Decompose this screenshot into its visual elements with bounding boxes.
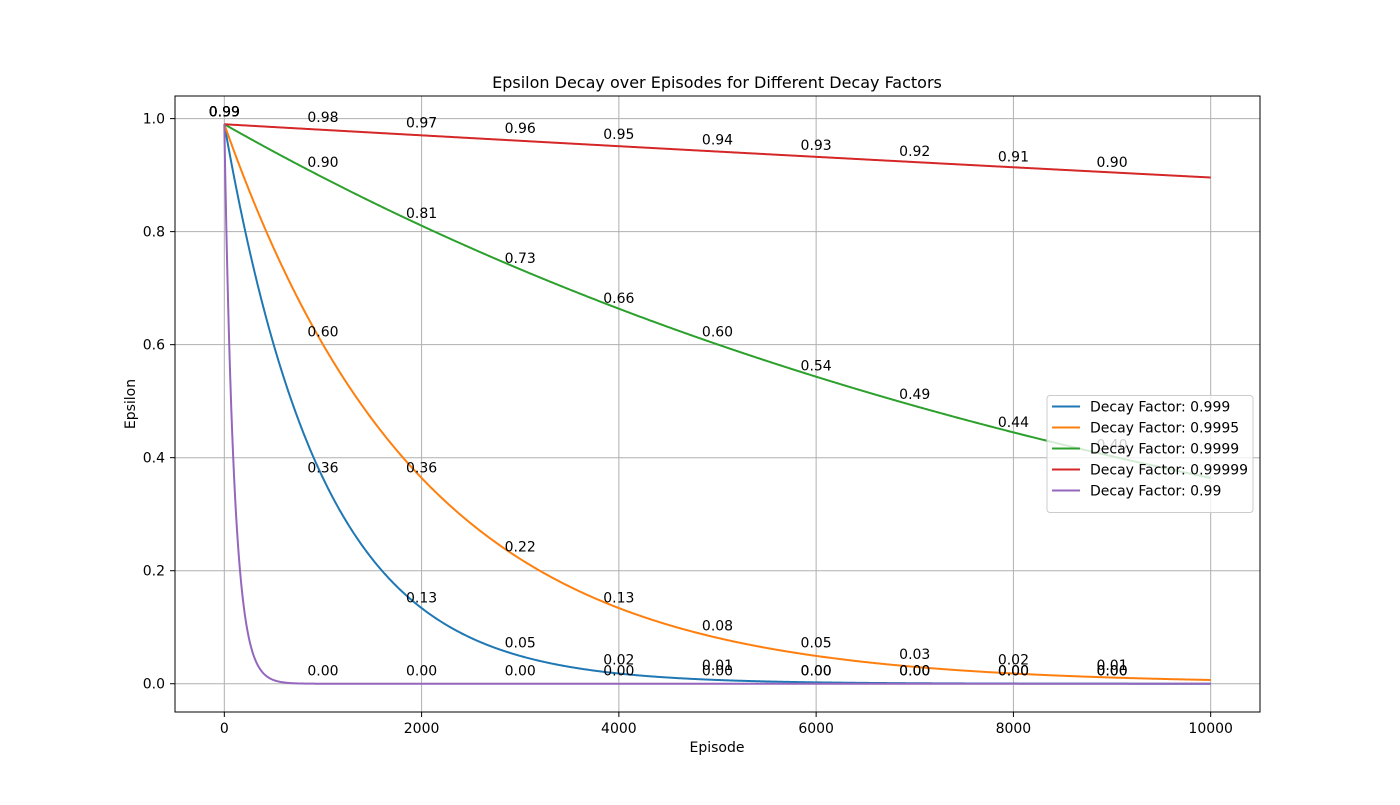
y-tick-label: 0.6 [143, 338, 165, 354]
data-label: 0.00 [702, 664, 733, 680]
data-label: 0.00 [801, 664, 832, 680]
data-label: 0.00 [505, 664, 536, 680]
data-label: 0.54 [801, 359, 832, 375]
legend-label-4: Decay Factor: 0.99 [1090, 484, 1221, 500]
data-label: 0.90 [307, 155, 338, 171]
x-tick-label: 6000 [798, 721, 834, 737]
data-label: 0.01 [1096, 658, 1127, 674]
data-label: 0.01 [702, 658, 733, 674]
x-tick-label: 0 [220, 721, 229, 737]
x-axis-ticks: 0 2000 4000 6000 8000 10000 [220, 712, 1233, 737]
data-label: 0.00 [603, 664, 634, 680]
data-label: 0.08 [702, 619, 733, 635]
data-label: 0.44 [998, 415, 1029, 431]
data-label: 0.00 [307, 664, 338, 680]
data-label: 0.02 [603, 652, 634, 668]
series-line-1 [223, 123, 1211, 681]
series-line-3 [224, 123, 1211, 179]
data-label: 0.36 [307, 460, 338, 476]
data-label: 0.97 [406, 116, 437, 132]
data-label: 0.13 [603, 590, 634, 606]
series-line-2 [223, 123, 1211, 479]
data-label: 0.00 [899, 664, 930, 680]
data-label: 0.66 [603, 291, 634, 307]
legend: Decay Factor: 0.999 Decay Factor: 0.9995 D… [1046, 395, 1254, 513]
data-label: 0.93 [801, 138, 832, 154]
data-label: 0.22 [505, 539, 536, 555]
data-label: 0.81 [406, 206, 437, 222]
data-label: 0.95 [603, 127, 634, 143]
y-axis-ticks: 0.0 0.2 0.4 0.6 0.8 1.0 [143, 112, 175, 693]
data-label: 0.98 [307, 110, 338, 126]
data-label: 0.00 [801, 664, 832, 680]
data-label: 0.05 [505, 635, 536, 651]
legend-label-2: Decay Factor: 0.9999 [1090, 442, 1239, 458]
series-line-4 [223, 124, 1211, 685]
data-label: 0.92 [899, 144, 930, 160]
y-tick-label: 0.0 [143, 677, 165, 693]
legend-label-3: Decay Factor: 0.99999 [1090, 463, 1248, 479]
y-tick-label: 0.2 [143, 564, 165, 580]
data-label: 0.03 [899, 647, 930, 663]
chart-title: Epsilon Decay over Episodes for Differen… [492, 73, 942, 92]
legend-label-1: Decay Factor: 0.9995 [1090, 421, 1239, 437]
y-tick-label: 0.8 [143, 225, 165, 241]
data-label: 0.02 [998, 652, 1029, 668]
data-label: 0.90 [1096, 155, 1127, 171]
data-label: 0.00 [998, 664, 1029, 680]
data-label: 0.00 [1096, 664, 1127, 680]
series-lines [223, 123, 1211, 685]
x-tick-label: 2000 [404, 721, 440, 737]
data-label: 0.73 [505, 251, 536, 267]
data-label: 0.96 [505, 121, 536, 137]
x-axis-title: Episode [690, 740, 745, 756]
data-label: 0.36 [406, 460, 437, 476]
y-tick-label: 0.4 [143, 451, 165, 467]
x-tick-label: 4000 [601, 721, 637, 737]
data-label: 0.60 [307, 325, 338, 341]
y-axis-title: Epsilon [123, 379, 139, 429]
data-label: 0.99 [209, 104, 240, 120]
data-label: 0.00 [899, 664, 930, 680]
x-tick-label: 10000 [1188, 721, 1233, 737]
data-label: 0.91 [998, 149, 1029, 165]
data-label: 0.99 [209, 104, 240, 120]
plot-frame [174, 95, 1261, 713]
data-label: 0.49 [899, 387, 930, 403]
data-label: 0.13 [406, 590, 437, 606]
legend-label-0: Decay Factor: 0.999 [1090, 400, 1230, 416]
data-label: 0.60 [702, 325, 733, 341]
data-label: 0.99 [209, 104, 240, 120]
data-label: 0.94 [702, 133, 733, 149]
data-label: 0.05 [801, 635, 832, 651]
legend-box [1046, 395, 1254, 513]
data-label: 0.00 [406, 664, 437, 680]
data-label: 0.00 [998, 664, 1029, 680]
data-labels: 0.990.360.130.050.02 0.01 0.00 0.00 0.00 0.00… [209, 104, 1128, 679]
x-tick-label: 8000 [996, 721, 1032, 737]
data-label: 0.00 [1096, 664, 1127, 680]
data-label: 0.99 [209, 104, 240, 120]
y-tick-label: 1.0 [143, 112, 165, 128]
data-label: 0.99 [209, 104, 240, 120]
